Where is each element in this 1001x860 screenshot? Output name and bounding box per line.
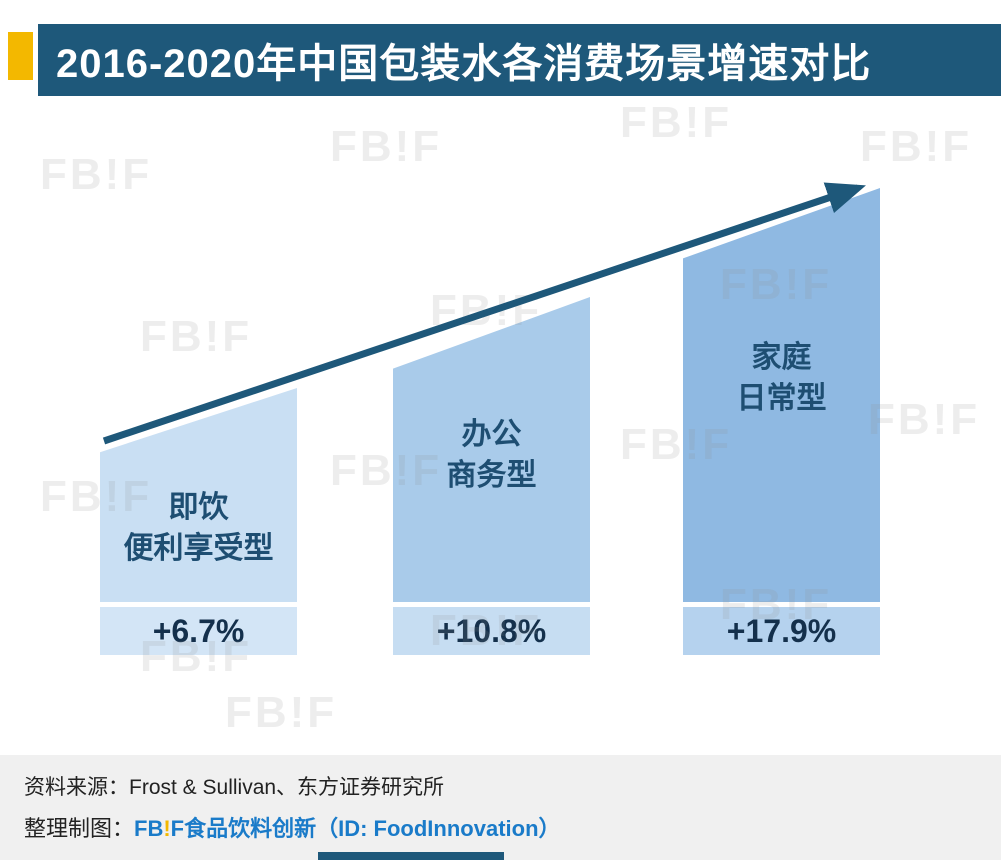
header-accent-square xyxy=(8,32,33,80)
bar-instant-convenience: 即饮 便利享受型 xyxy=(100,388,297,602)
bar-label-line2: 商务型 xyxy=(446,458,537,492)
bar-label-office-business: 办公 商务型 xyxy=(393,415,590,496)
footer: 资料来源：Frost & Sullivan、东方证券研究所 整理制图：FB!F食… xyxy=(0,755,1001,860)
fbif-watermark: FB!F xyxy=(40,150,153,199)
bar-label-household-daily: 家庭 日常型 xyxy=(683,338,880,419)
source-line: 资料来源：Frost & Sullivan、东方证券研究所 xyxy=(24,776,445,799)
bar-label-line1: 即饮 xyxy=(168,491,229,524)
bar-label-line1: 家庭 xyxy=(751,341,812,374)
header-bar: 2016-2020年中国包装水各消费场景增速对比 xyxy=(38,24,1001,96)
bar-value-household-daily: +17.9% xyxy=(683,607,880,655)
fbif-watermark: FB!F xyxy=(330,122,443,171)
credit-label: 整理制图： xyxy=(24,816,135,841)
fbif-watermark: FB!F xyxy=(860,122,973,171)
credit-line: 整理制图：FB!F食品饮料创新（ID: FoodInnovation） xyxy=(24,811,1001,843)
fbif-watermark: FB!F xyxy=(140,312,253,361)
bar-office-business: 办公 商务型 xyxy=(393,297,590,602)
fbif-brand-exclamation: ! xyxy=(163,816,171,841)
bar-label-line2: 日常型 xyxy=(736,381,827,415)
bar-label-line2: 便利享受型 xyxy=(123,531,274,565)
bar-household-daily: 家庭 日常型 xyxy=(683,188,880,602)
fbif-watermark: FB!F xyxy=(225,688,338,737)
fbif-brand-rest: F食品饮料创新（ID: FoodInnovation） xyxy=(170,816,561,841)
bottom-partial-bar xyxy=(318,852,504,860)
page-title: 2016-2020年中国包装水各消费场景增速对比 xyxy=(56,42,872,86)
fbif-watermark: FB!F xyxy=(868,395,981,444)
fbif-watermark: FB!F xyxy=(620,98,733,147)
bar-label-instant-convenience: 即饮 便利享受型 xyxy=(100,488,297,569)
bar-value-instant-convenience: +6.7% xyxy=(100,607,297,655)
bar-value-office-business: +10.8% xyxy=(393,607,590,655)
fbif-brand-text: FB xyxy=(134,816,164,841)
bar-label-line1: 办公 xyxy=(461,418,522,451)
